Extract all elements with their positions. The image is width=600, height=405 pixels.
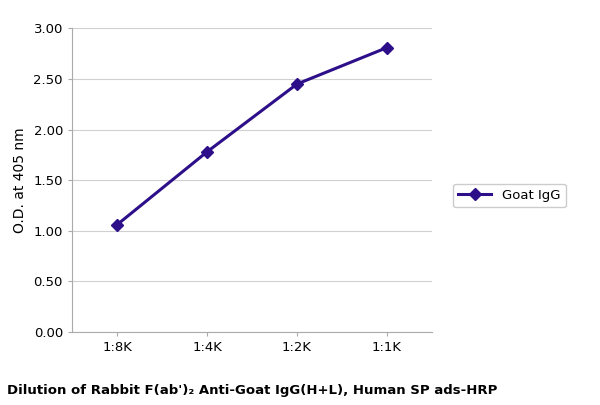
Y-axis label: O.D. at 405 nm: O.D. at 405 nm [13, 128, 26, 233]
Text: Dilution of Rabbit F(ab')₂ Anti-Goat IgG(H+L), Human SP ads-HRP: Dilution of Rabbit F(ab')₂ Anti-Goat IgG… [7, 384, 497, 397]
Legend: Goat IgG: Goat IgG [453, 183, 566, 207]
